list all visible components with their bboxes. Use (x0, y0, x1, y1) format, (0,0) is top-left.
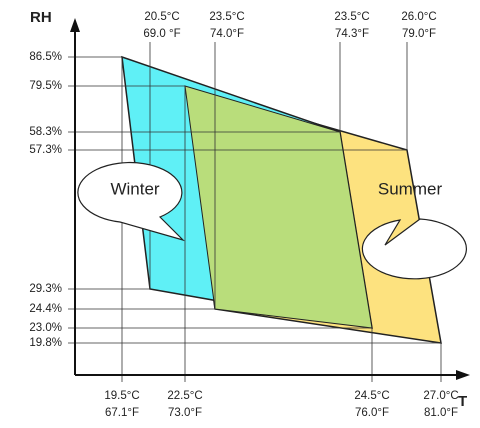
bottom-label-f: 81.0°F (424, 407, 458, 419)
rh-label: 58.3% (29, 126, 62, 138)
rh-label: 24.4% (29, 303, 62, 315)
winter-label: Winter (110, 179, 159, 198)
rh-label: 29.3% (29, 283, 62, 295)
top-label-f: 79.0°F (402, 28, 436, 40)
x-axis-label: T (458, 393, 467, 410)
summer-bubble (361, 218, 468, 280)
top-label-c: 23.5°C (209, 11, 244, 23)
y-axis-label: RH (30, 9, 52, 26)
top-label-c: 20.5°C (144, 11, 179, 23)
rh-label: 86.5% (29, 51, 62, 63)
bottom-label-c: 24.5°C (354, 390, 389, 402)
bottom-label-f: 67.1°F (105, 407, 139, 419)
top-label-c: 23.5°C (334, 11, 369, 23)
bottom-label-c: 19.5°C (104, 390, 139, 402)
rh-label: 57.3% (29, 144, 62, 156)
summer-label: Summer (378, 179, 443, 198)
y-arrow (70, 18, 80, 32)
top-label-f: 74.0°F (210, 28, 244, 40)
top-label-f: 74.3°F (335, 28, 369, 40)
rh-label: 79.5% (29, 80, 62, 92)
top-label-f: 69.0 °F (143, 28, 180, 40)
rh-label: 19.8% (29, 337, 62, 349)
bottom-label-f: 76.0°F (355, 407, 389, 419)
bottom-label-f: 73.0°F (168, 407, 202, 419)
x-arrow (456, 370, 470, 380)
top-label-c: 26.0°C (401, 11, 436, 23)
bottom-label-c: 27.0°C (423, 390, 458, 402)
winter-bubble (77, 161, 186, 242)
bottom-label-c: 22.5°C (167, 390, 202, 402)
overlap-zone (184, 85, 373, 329)
rh-label: 23.0% (29, 322, 62, 334)
